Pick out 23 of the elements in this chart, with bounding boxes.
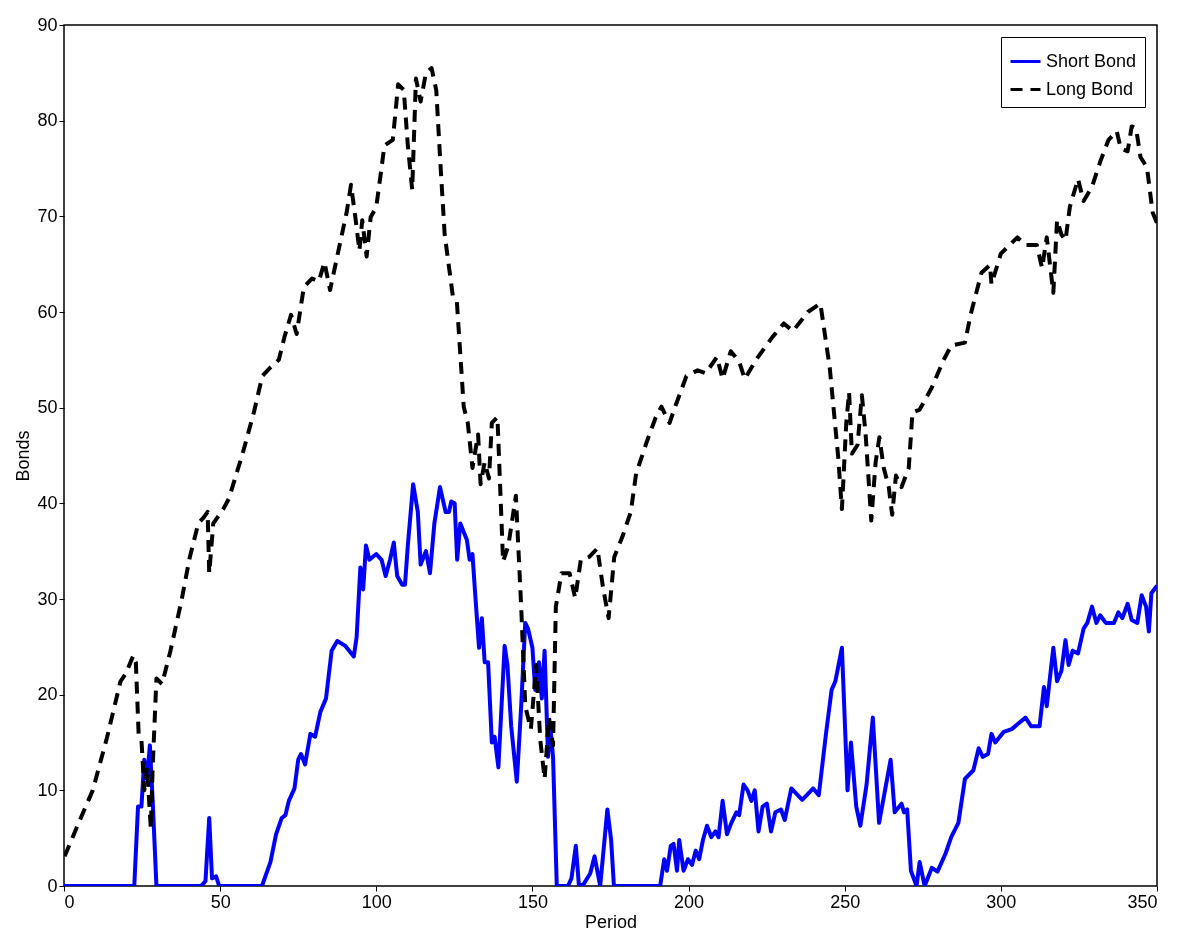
x-tick-label: 0 [64, 891, 75, 912]
y-tick-label: 0 [47, 875, 58, 896]
x-tick-label: 150 [517, 891, 548, 912]
x-tick-label: 350 [1127, 891, 1158, 912]
x-tick-label: 300 [986, 891, 1017, 912]
y-tick-label: 30 [37, 588, 58, 609]
y-tick-label: 90 [37, 14, 58, 35]
y-tick-label: 70 [37, 205, 58, 226]
x-axis-title: Period [584, 911, 638, 932]
y-tick-label: 40 [37, 492, 58, 513]
line-series [64, 482, 1157, 886]
y-axis-title: Bonds [13, 430, 34, 482]
y-tick-label: 50 [37, 397, 58, 418]
y-tick-label: 10 [37, 779, 58, 800]
y-tick-label: 60 [37, 301, 58, 322]
x-tick-label: 200 [674, 891, 705, 912]
x-tick-label: 100 [361, 891, 392, 912]
legend-label: Short Bond [1046, 50, 1137, 71]
x-tick-label: 50 [210, 891, 231, 912]
y-tick-label: 80 [37, 110, 58, 131]
legend-label: Long Bond [1046, 78, 1134, 99]
x-tick-label: 250 [830, 891, 861, 912]
y-tick-label: 20 [37, 684, 58, 705]
